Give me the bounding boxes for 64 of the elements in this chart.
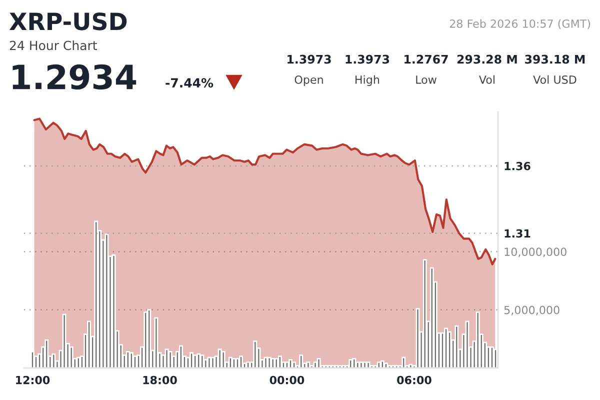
bar: [402, 356, 406, 368]
bar: [218, 348, 222, 368]
text: 1.3973: [288, 54, 331, 64]
bar: [126, 351, 130, 368]
bar: [87, 320, 92, 368]
text: 293.28 M: [457, 54, 517, 64]
bar: [444, 328, 448, 368]
bar: [288, 359, 292, 368]
bar: [190, 352, 194, 368]
x-tick-label: 18:00: [143, 376, 177, 384]
text: 28 Feb 2026 10:57 (GMT): [450, 19, 590, 30]
bar: [352, 358, 356, 368]
bar: [408, 364, 413, 368]
text: Vol USD: [533, 75, 576, 84]
bar: [306, 361, 310, 368]
bar: [476, 311, 480, 368]
bar: [430, 267, 434, 368]
bar: [200, 354, 204, 368]
bar: [52, 353, 56, 368]
y2-tick-label: 10,000,000: [504, 248, 566, 258]
text: Open: [294, 75, 323, 86]
bar: [129, 352, 134, 368]
bar: [316, 358, 321, 368]
y2-tick-label: 5,000,000: [504, 306, 560, 316]
bar: [30, 351, 34, 368]
x-tick-label: 06:00: [397, 376, 432, 384]
bar: [147, 309, 152, 368]
text: 393.18 M: [525, 54, 585, 64]
bar: [359, 361, 364, 368]
bar: [62, 314, 66, 368]
bar: [164, 348, 169, 368]
bar: [448, 331, 452, 368]
x-tick-label: 00:00: [270, 376, 304, 384]
bar: [154, 317, 158, 368]
text: 1.3973: [346, 54, 390, 64]
bar: [178, 345, 183, 368]
bar: [69, 346, 74, 368]
bar: [94, 220, 98, 368]
text: Vol: [478, 75, 494, 84]
text: 1.2767: [404, 54, 448, 64]
bar: [221, 351, 226, 368]
bar: [299, 354, 304, 368]
bar: [104, 233, 109, 368]
bar: [168, 351, 172, 368]
bar: [494, 348, 498, 368]
bar: [422, 259, 427, 368]
bar: [133, 356, 137, 368]
text: 1.2934: [12, 64, 136, 90]
chart-title: XRP-USD: [9, 12, 127, 30]
bar: [292, 361, 296, 368]
bar: [384, 362, 388, 368]
bar: [348, 359, 353, 368]
x-tick-label: 12:00: [16, 376, 50, 384]
text: Low: [416, 76, 436, 84]
bar: [253, 340, 258, 368]
bar: [239, 356, 243, 368]
bar: [278, 356, 282, 368]
bar: [454, 325, 459, 368]
text: -7.44%: [166, 78, 214, 88]
y-tick-label: 1.36: [504, 162, 530, 170]
text: High: [356, 75, 380, 86]
bar: [44, 339, 49, 368]
chart-subtitle: 24 Hour Chart: [10, 40, 98, 50]
y-tick-label: 1.31: [504, 229, 530, 238]
